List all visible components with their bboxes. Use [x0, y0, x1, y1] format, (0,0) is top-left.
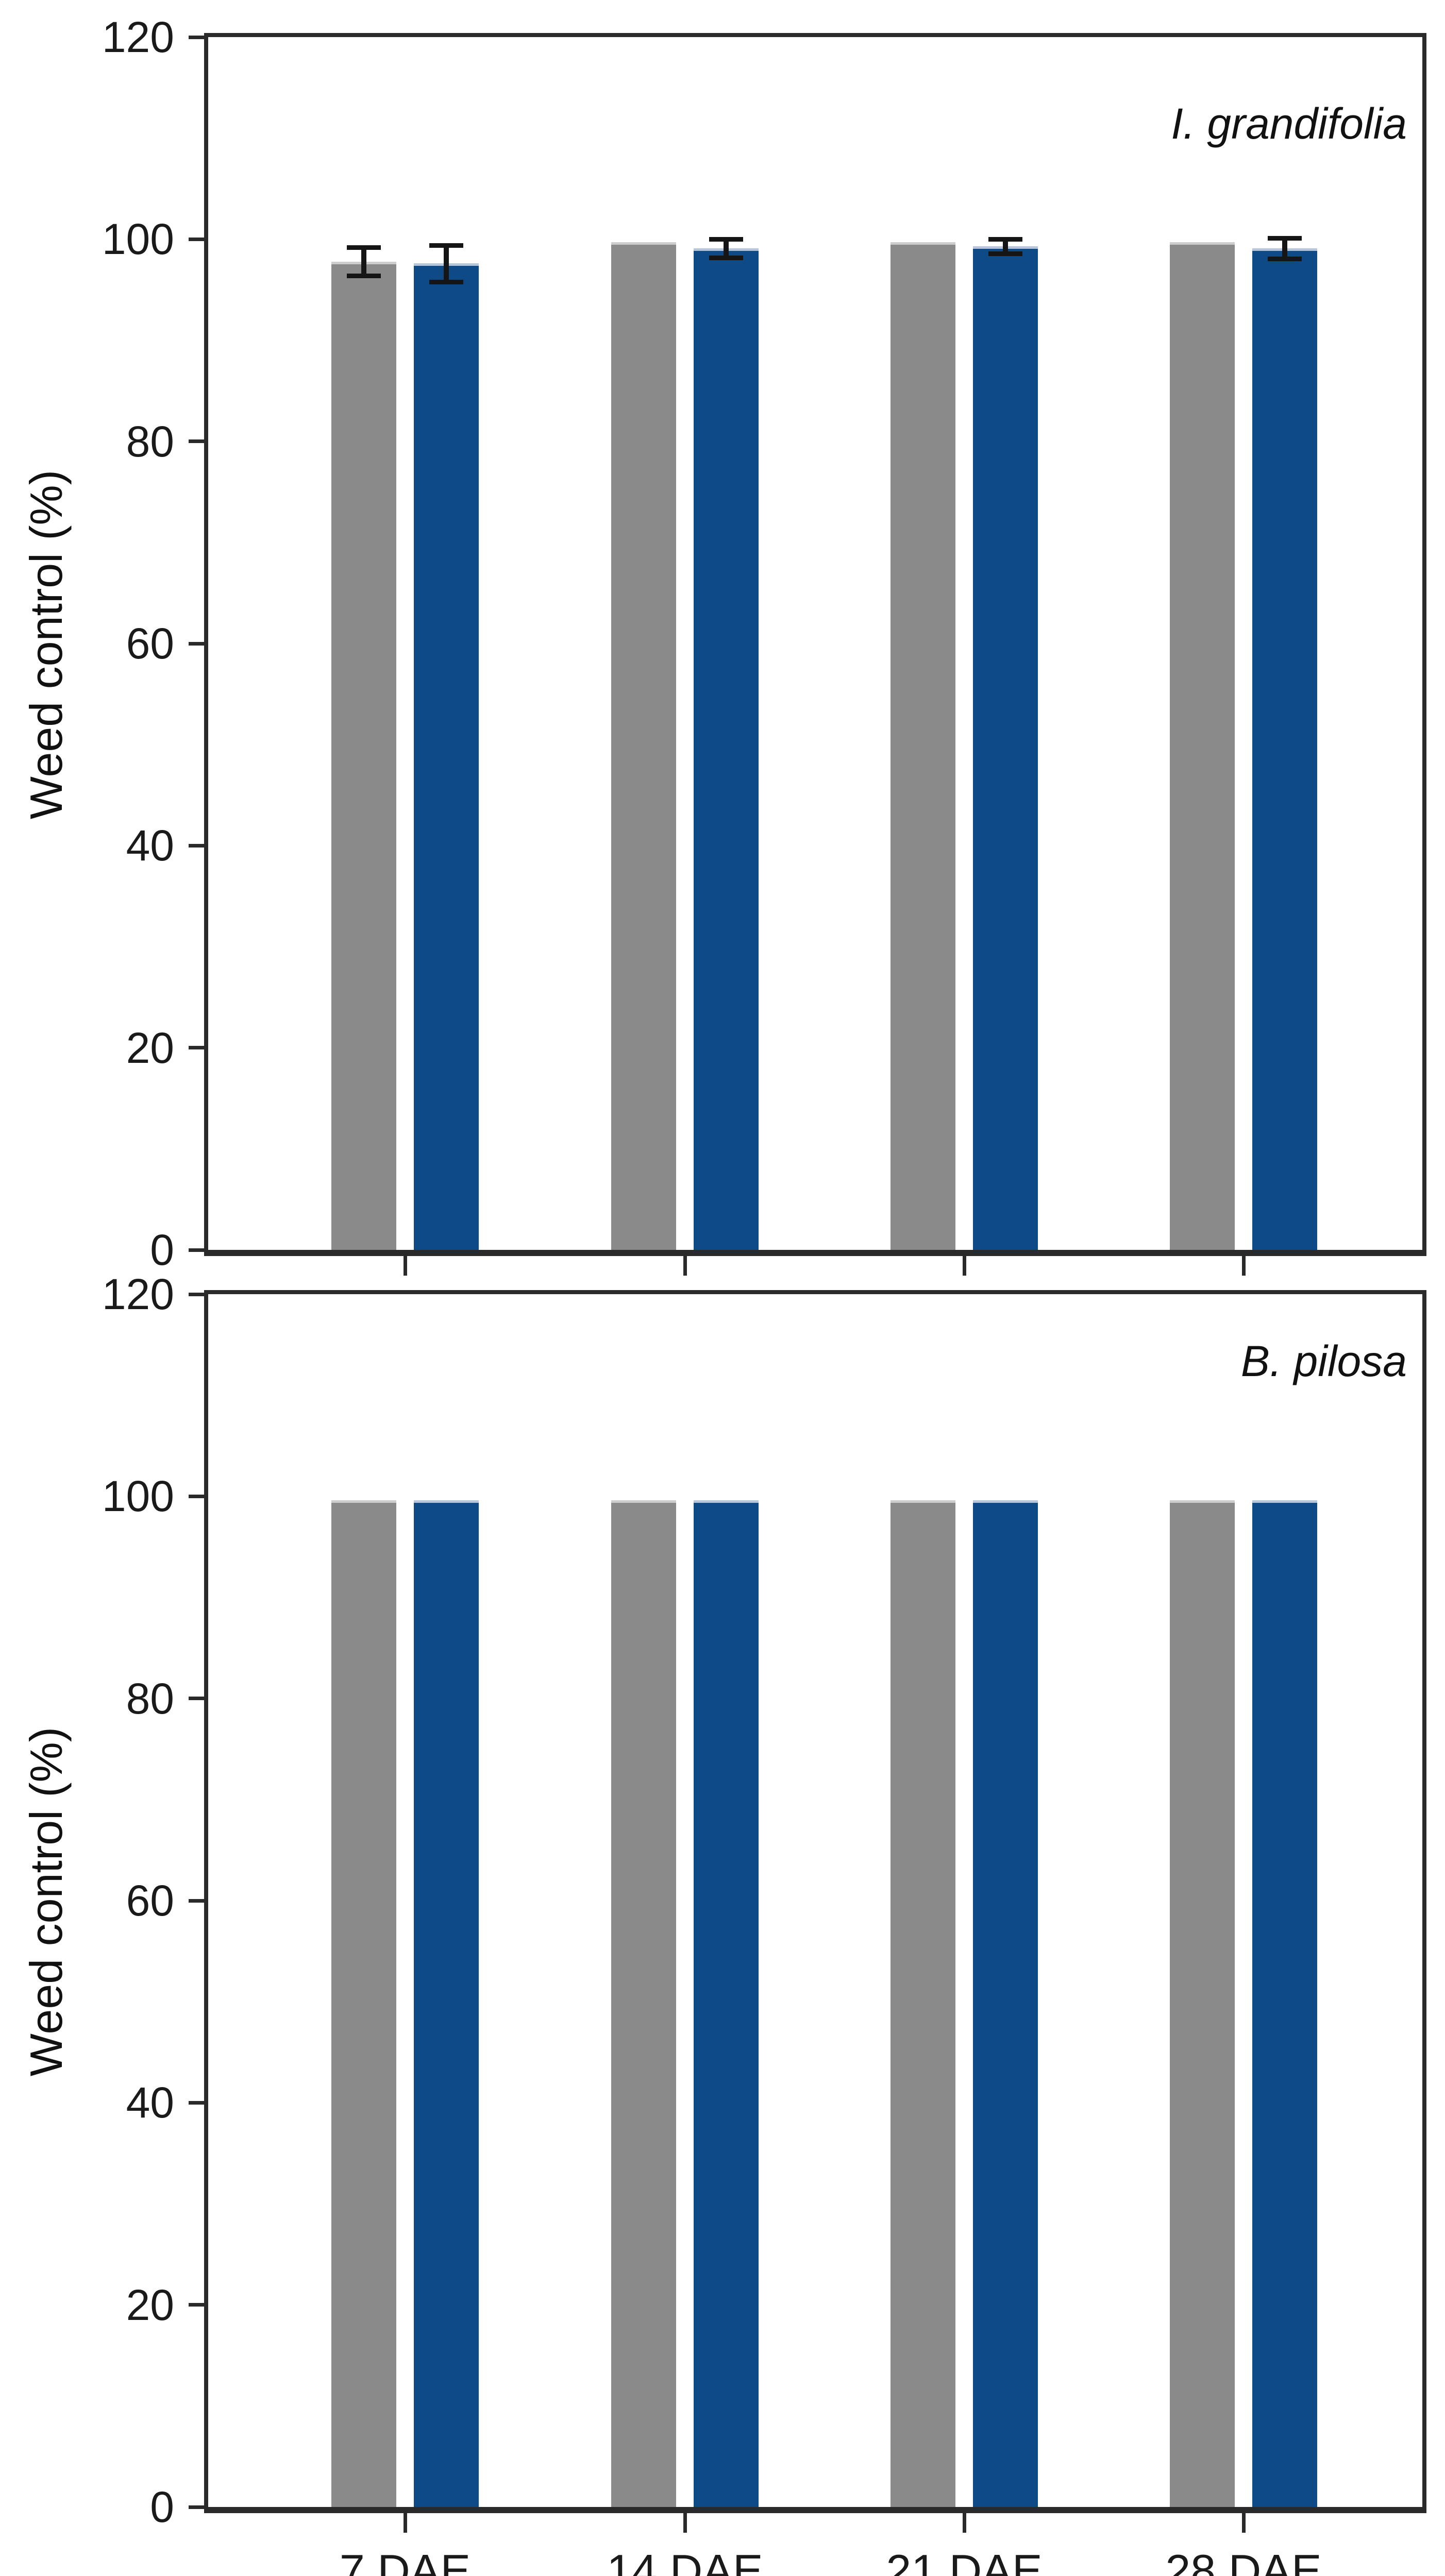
y-axis-tick	[189, 237, 204, 241]
x-axis-tick	[1241, 1256, 1246, 1276]
error-bar-cap-top	[429, 243, 463, 248]
x-axis-tick	[683, 1256, 687, 1276]
y-tick-label: 40	[126, 821, 174, 870]
bar-dry-14-dae	[611, 242, 676, 1250]
bar-dry-7-dae	[331, 261, 396, 1250]
x-category-label: 28 DAE	[1165, 2545, 1322, 2576]
bar-wet-14-dae	[694, 1500, 759, 2507]
x-axis-tick	[403, 2513, 407, 2533]
x-category-label: 7 DAE	[339, 2545, 471, 2576]
x-category-label: 14 DAE	[607, 2545, 763, 2576]
bar-dry-28-dae	[1170, 242, 1235, 1250]
y-axis-tick	[189, 843, 204, 848]
bar-dry-7-dae	[331, 1500, 396, 2507]
x-axis-tick	[962, 2513, 966, 2533]
y-axis-tick	[189, 35, 204, 39]
y-axis-tick	[189, 1697, 204, 1701]
error-bar-cap-bottom	[709, 255, 743, 260]
y-axis-tick	[189, 1248, 204, 1252]
y-axis-tick	[189, 2100, 204, 2105]
y-axis-tick	[189, 641, 204, 646]
y-axis-title-bottom: Weed control (%)	[21, 1726, 72, 2077]
x-axis-tick	[683, 2513, 687, 2533]
error-bar-stem	[1282, 238, 1287, 259]
y-axis-tick	[189, 1046, 204, 1050]
y-tick-label: 20	[126, 1023, 174, 1072]
error-bar-cap-bottom	[1268, 256, 1302, 261]
error-bar-cap-top	[1268, 236, 1302, 241]
y-axis-tick	[189, 2303, 204, 2307]
y-tick-label: 60	[126, 1876, 174, 1925]
error-bar-stem	[444, 245, 449, 282]
y-axis-tick	[189, 1292, 204, 1296]
error-bar-stem	[724, 239, 729, 258]
error-bar-cap-top	[347, 245, 381, 250]
y-axis-tick	[189, 2505, 204, 2509]
y-axis-tick	[189, 1899, 204, 1903]
bar-wet-28-dae	[1252, 1500, 1317, 2507]
error-bar-cap-bottom	[347, 273, 381, 278]
y-tick-label: 100	[102, 215, 174, 264]
bar-wet-21-dae	[973, 1500, 1038, 2507]
y-tick-label: 120	[102, 13, 174, 61]
panel-title-i-grandifolia: I. grandifolia	[1171, 99, 1407, 148]
chart-panel-i-grandifolia: 0 20 40 60 80 100 120	[102, 15, 1426, 1276]
x-axis-tick	[1241, 2513, 1246, 2533]
bar-dry-21-dae	[890, 1500, 955, 2507]
x-axis-tick	[962, 1256, 966, 1276]
error-bar-cap-top	[988, 237, 1022, 242]
error-bar-cap-bottom	[429, 279, 463, 284]
y-tick-label: 120	[102, 1270, 174, 1318]
y-tick-label: 0	[150, 2483, 174, 2531]
x-category-label: 21 DAE	[886, 2545, 1043, 2576]
y-tick-label: 80	[126, 1674, 174, 1723]
y-tick-label: 100	[102, 1472, 174, 1521]
y-tick-label: 20	[126, 2280, 174, 2329]
y-tick-label: 40	[126, 2078, 174, 2127]
bar-wet-7-dae	[414, 263, 479, 1250]
error-bar-stem	[1003, 239, 1008, 253]
y-axis-tick	[189, 439, 204, 444]
y-axis-tick	[189, 1494, 204, 1498]
bar-wet-14-dae	[694, 248, 759, 1250]
y-tick-label: 60	[126, 619, 174, 668]
x-axis-tick	[403, 1256, 407, 1276]
panel-title-b-pilosa: B. pilosa	[1240, 1337, 1407, 1385]
bar-dry-14-dae	[611, 1500, 676, 2507]
y-axis-title-top: Weed control (%)	[21, 469, 72, 820]
bar-wet-21-dae	[973, 246, 1038, 1250]
y-tick-label: 0	[150, 1226, 174, 1274]
bar-wet-28-dae	[1252, 248, 1317, 1250]
error-bar-cap-top	[709, 237, 743, 242]
bar-dry-21-dae	[890, 242, 955, 1250]
error-bar-stem	[361, 247, 366, 276]
chart-panel-b-pilosa: 0 20 40 60 80 100 120 7 DAE 14 DAE 21 DAE 28 DAE	[102, 1273, 1426, 2576]
error-bar-cap-bottom	[988, 251, 1022, 256]
bar-wet-7-dae	[414, 1500, 479, 2507]
y-tick-label: 80	[126, 417, 174, 466]
bar-dry-28-dae	[1170, 1500, 1235, 2507]
